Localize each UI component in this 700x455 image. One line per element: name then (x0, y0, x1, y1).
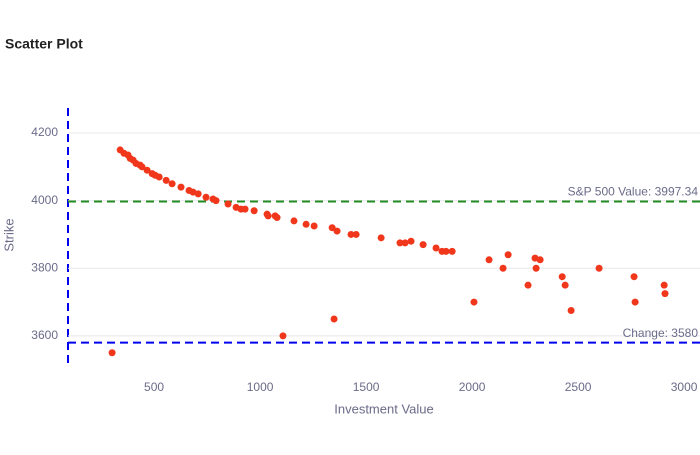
point (224, 200, 232, 208)
point (273, 214, 281, 222)
point (264, 212, 272, 220)
x-tick-label: 1000 (247, 380, 274, 394)
x-tick-label: 2000 (459, 380, 486, 394)
point (212, 197, 220, 205)
point (595, 264, 603, 272)
x-axis-label: Investment Value (334, 401, 433, 416)
point (143, 166, 151, 174)
point (302, 220, 310, 228)
point (290, 217, 298, 225)
point (310, 222, 318, 230)
point (194, 190, 202, 198)
point (250, 207, 258, 215)
point (328, 224, 336, 232)
point (432, 244, 440, 252)
point (536, 256, 544, 264)
point (631, 298, 639, 306)
reference-label: S&P 500 Value: 3997.34 (568, 185, 699, 199)
point (661, 290, 669, 298)
point (567, 307, 575, 315)
point (330, 315, 338, 323)
point (377, 234, 385, 242)
x-tick-label: 3000 (671, 380, 698, 394)
point (162, 176, 170, 184)
point (442, 247, 450, 255)
point (504, 251, 512, 259)
point (279, 332, 287, 340)
point (352, 230, 360, 238)
chart-title: Scatter Plot (5, 36, 83, 52)
y-tick-label: 3800 (31, 260, 58, 274)
point (470, 298, 478, 306)
point (177, 183, 185, 191)
point (660, 281, 668, 289)
point (396, 239, 404, 247)
point (155, 173, 163, 181)
point (347, 230, 355, 238)
point (168, 180, 176, 188)
reference-label: Change: 3580 (623, 326, 699, 340)
point (202, 193, 210, 201)
y-tick-label: 4000 (31, 193, 58, 207)
point (419, 241, 427, 249)
point (407, 237, 415, 245)
point (138, 163, 146, 171)
x-tick-label: 1500 (353, 380, 380, 394)
point (485, 256, 493, 264)
x-tick-label: 2500 (565, 380, 592, 394)
point (524, 281, 532, 289)
point (448, 247, 456, 255)
point (108, 349, 116, 357)
point (630, 273, 638, 281)
point (241, 205, 249, 213)
y-tick-label: 3600 (31, 328, 58, 342)
y-axis-label: Strike (1, 218, 16, 251)
point (401, 239, 409, 247)
point (333, 227, 341, 235)
point (558, 273, 566, 281)
point (499, 264, 507, 272)
point (532, 264, 540, 272)
point (561, 281, 569, 289)
x-tick-label: 500 (144, 380, 164, 394)
y-tick-label: 4200 (31, 125, 58, 139)
